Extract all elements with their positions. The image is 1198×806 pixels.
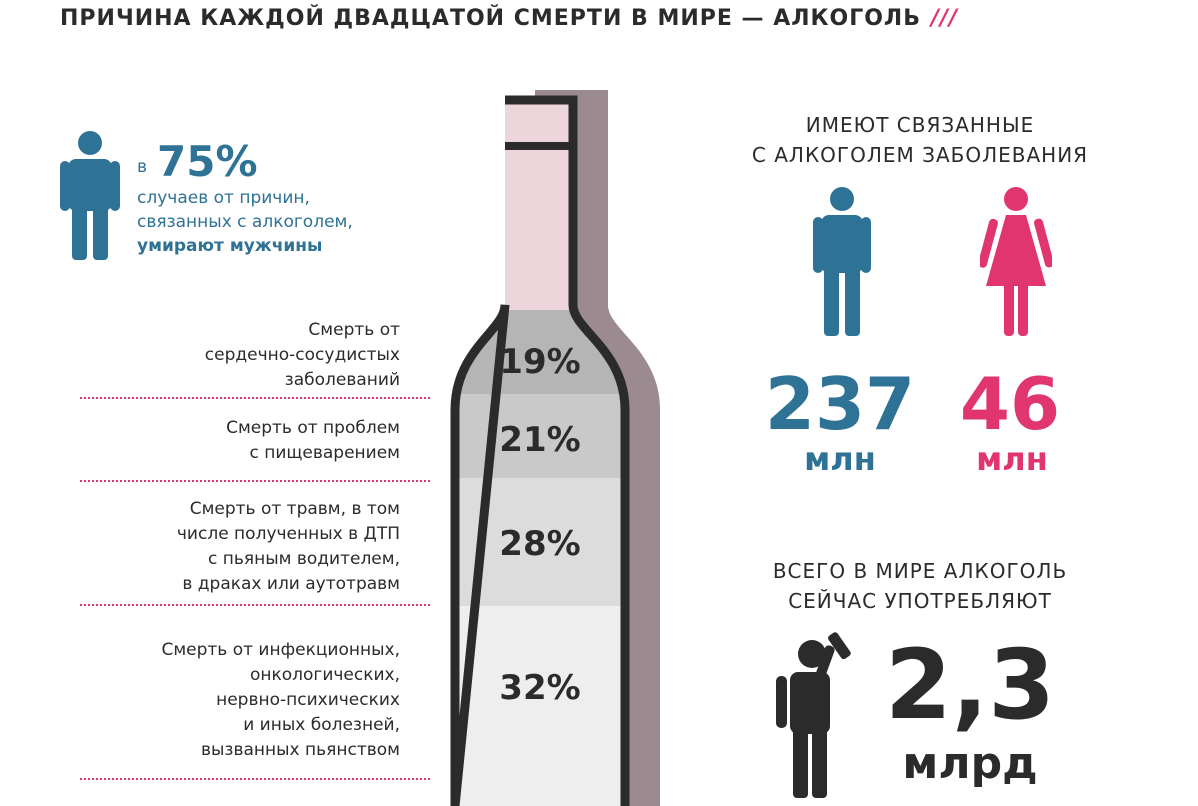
woman-icon — [980, 187, 1052, 336]
women-disease-unit: млн — [976, 440, 1048, 478]
diseases-caption: ИМЕЮТ СВЯЗАННЫЕ С АЛКОГОЛЕМ ЗАБОЛЕВАНИЯ — [751, 113, 1089, 167]
segment-21 — [455, 394, 625, 478]
men-stat-line2: связанных с алкоголем, — [137, 212, 353, 232]
men-disease-unit: млн — [804, 440, 876, 478]
bottle-icon — [450, 90, 660, 806]
cause-label-4: Смерть от инфекционных, онкологических, … — [161, 640, 400, 760]
cause-label-2: Смерть от проблем с пищеварением — [226, 418, 400, 463]
drinkers-caption: ВСЕГО В МИРЕ АЛКОГОЛЬ СЕЙЧАС УПОТРЕБЛЯЮТ — [772, 559, 1068, 613]
segment-32 — [455, 606, 625, 806]
men-stat-value: 75% — [157, 137, 258, 186]
men-disease-value: 237 — [764, 362, 916, 446]
title-text: ПРИЧИНА КАЖДОЙ ДВАДЦАТОЙ СМЕРТИ В МИРЕ —… — [60, 6, 921, 31]
separator-dots-1 — [80, 397, 430, 399]
separator-dots-4 — [80, 778, 430, 780]
men-stat-line3: умирают мужчины — [137, 236, 323, 256]
page-title: ПРИЧИНА КАЖДОЙ ДВАДЦАТОЙ СМЕРТИ В МИРЕ —… — [60, 6, 1140, 40]
men-death-stat: в 75% случаев от причин, связанных с алко… — [137, 137, 457, 258]
women-disease-value: 46 — [959, 362, 1061, 446]
pct-label-4: 32% — [499, 668, 581, 708]
pct-label-1: 19% — [499, 342, 581, 382]
men-stat-line1: случаев от причин, — [137, 188, 310, 208]
pct-label-2: 21% — [499, 420, 581, 460]
drinking-man-icon — [776, 632, 851, 798]
cause-label-3: Смерть от травм, в том числе полученных … — [176, 499, 400, 594]
man-icon — [813, 187, 871, 336]
man-icon — [60, 131, 120, 260]
drinkers-value: 2,3 — [884, 629, 1056, 741]
men-stat-prefix: в — [137, 157, 148, 177]
title-decor: /// — [930, 6, 959, 31]
cause-label-1: Смерть от сердечно-сосудистых заболевани… — [204, 320, 400, 390]
pct-label-3: 28% — [499, 524, 581, 564]
drinkers-unit: млрд — [902, 738, 1038, 789]
separator-dots-3 — [80, 604, 430, 606]
separator-dots-2 — [80, 480, 430, 482]
